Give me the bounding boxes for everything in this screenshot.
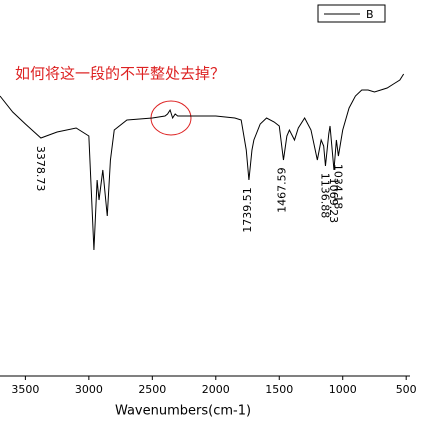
peak-label: 1069.23 [327,178,340,224]
x-tick-label: 3000 [75,383,103,396]
chart-title: 如何将这一段的不平整处去掉？ [15,65,225,83]
peak-label: 1739.51 [241,187,254,233]
x-tick-label: 1500 [265,383,293,396]
peak-label: 1136.88 [318,173,331,219]
x-tick-label: 1000 [329,383,357,396]
spectrum-line [0,73,405,251]
legend-box [317,4,386,23]
peak-label: 1467.59 [275,167,288,213]
x-tick-label: 2500 [138,383,166,396]
x-axis-label: Wavenumbers(cm-1) [115,404,251,419]
peak-label: 3378.73 [34,146,47,192]
highlight-circle [150,100,192,136]
x-tick-label: 2000 [202,383,230,396]
legend-label: B [366,8,374,21]
peak-label: 1034.18 [331,164,344,210]
x-tick-label: 500 [396,383,417,396]
x-tick-label: 3500 [11,383,39,396]
